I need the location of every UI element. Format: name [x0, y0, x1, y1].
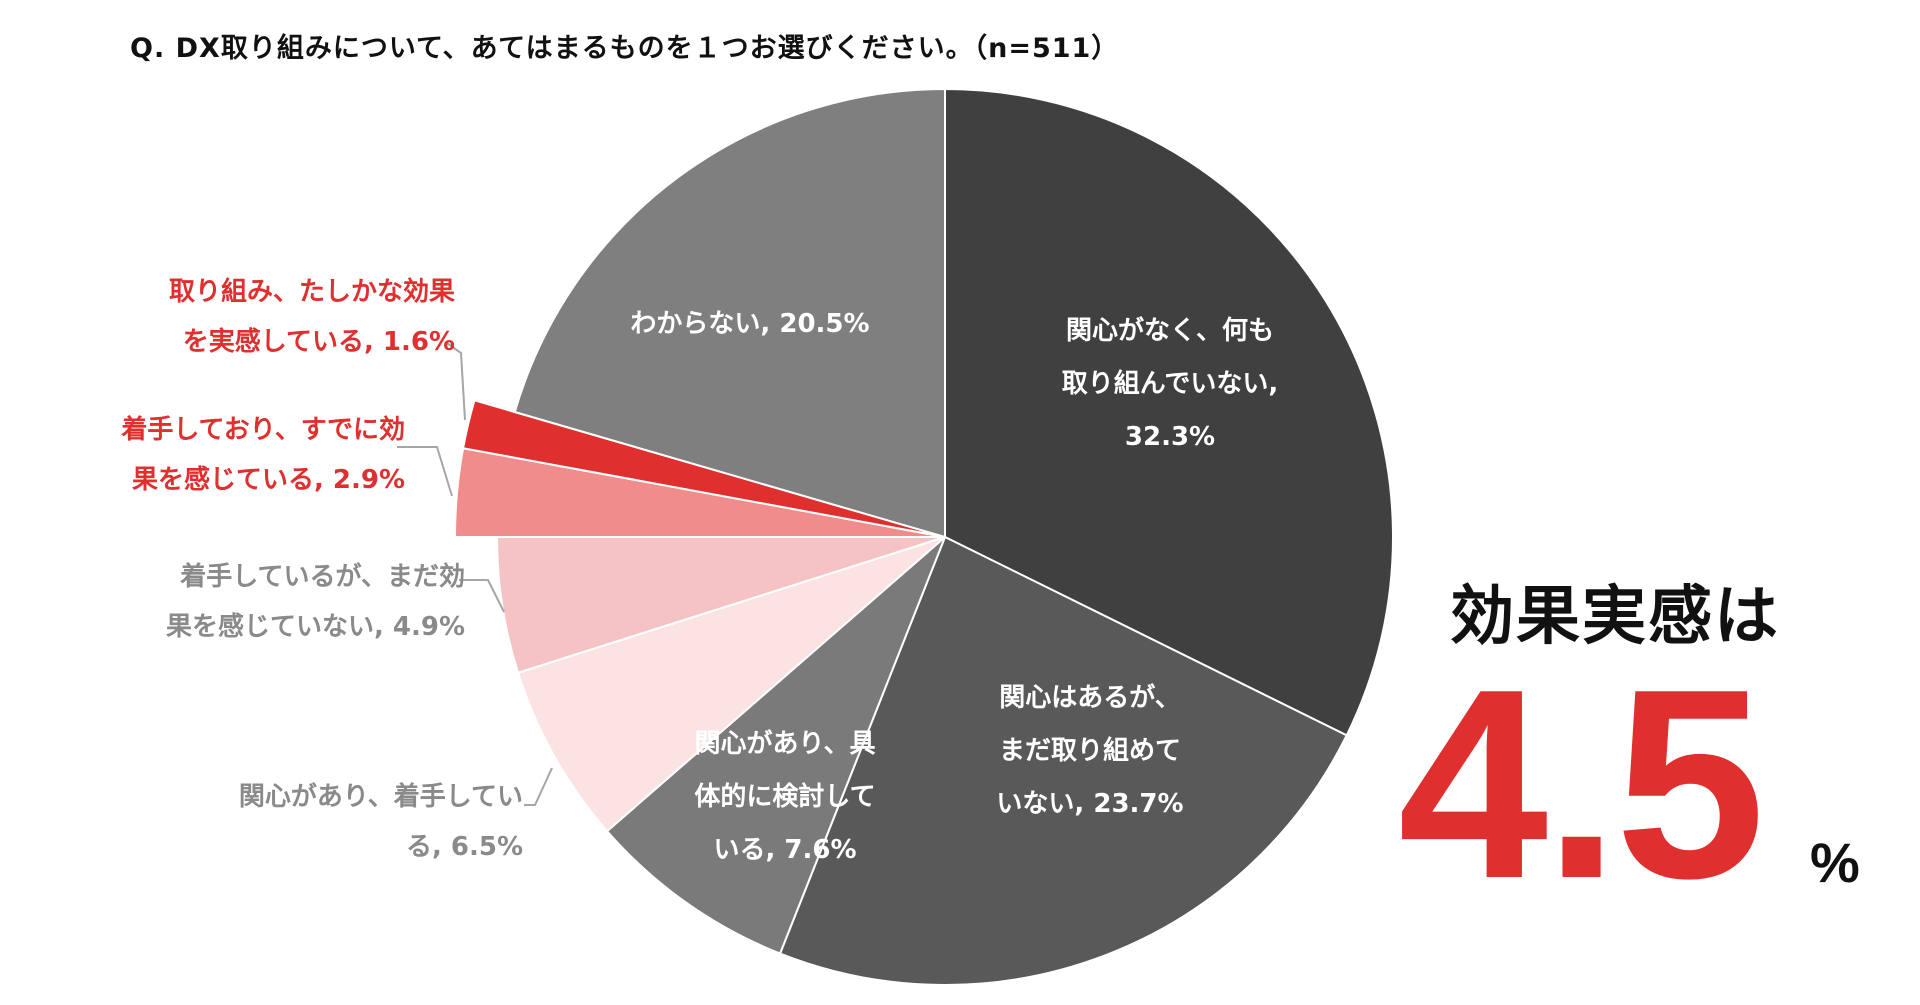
leader-effect-certain — [446, 342, 466, 421]
chart-title: Q. DX取り組みについて、あてはまるものを１つお選びください。（n=511） — [130, 33, 1120, 64]
slice-label-considering: 関心があり、具 体的に検討して いる, 7.6% — [694, 729, 876, 865]
slice-label-unknown: わからない, 20.5% — [630, 309, 870, 339]
slice-label-effect-felt: 着手しており、すでに効 果を感じている, 2.9% — [121, 415, 405, 495]
slice-label-no-effect-yet: 着手しているが、まだ効 果を感じていない, 4.9% — [165, 562, 465, 642]
slice-interested-not-started — [778, 535, 1349, 986]
callout-number: 4.5 — [1398, 634, 1765, 935]
slice-label-no-interest: 関心がなく、何も 取り組んでいない, 32.3% — [1061, 316, 1279, 452]
leader-started — [524, 767, 553, 806]
leader-effect-felt — [397, 446, 453, 497]
slice-label-interested-not-started: 関心はあるが、 まだ取り組めて いない, 23.7% — [996, 683, 1184, 819]
callout-unit: % — [1810, 831, 1860, 894]
slice-unknown — [513, 87, 946, 539]
leader-lines — [397, 342, 553, 806]
leader-no-effect-yet — [459, 579, 505, 613]
slice-started — [516, 536, 946, 833]
callout-heading: 効果実感は — [1450, 580, 1780, 654]
pie-slices — [453, 87, 1394, 986]
slice-label-started: 関心があり、着手してい る, 6.5% — [238, 782, 523, 862]
slice-no-interest — [944, 87, 1394, 737]
slice-label-effect-certain: 取り組み、たしかな効果 を実感している, 1.6% — [168, 277, 455, 357]
slice-considering — [605, 536, 946, 955]
